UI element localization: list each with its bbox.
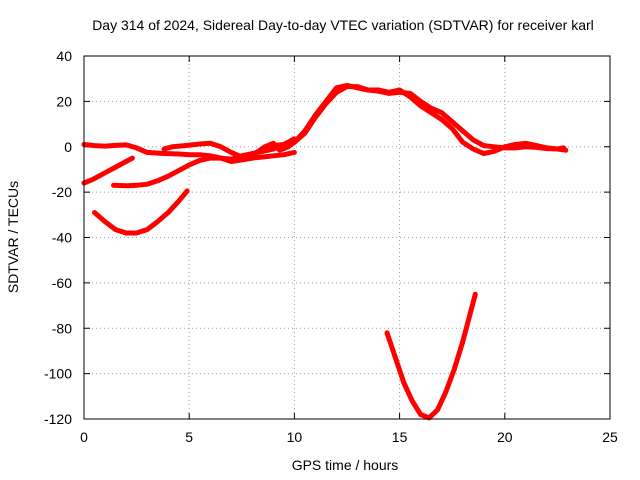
series-line-track-8: [384, 291, 478, 421]
series-line-track-6: [291, 83, 567, 157]
y-tick-label: -20: [52, 184, 72, 200]
plot-frame: [83, 55, 611, 420]
x-tick-label: 0: [80, 429, 88, 445]
x-tick-label: 20: [497, 429, 513, 445]
x-axis-ticks: 0 5 10 15 20 25: [80, 56, 618, 445]
x-tick-label: 25: [602, 429, 618, 445]
data-series: [81, 83, 569, 421]
chart-title: Day 314 of 2024, Sidereal Day-to-day VTE…: [92, 17, 594, 33]
x-tick-label: 15: [392, 429, 408, 445]
series-line-track-2: [81, 155, 135, 186]
series-line-track-7: [256, 139, 297, 154]
x-axis-label: GPS time / hours: [292, 457, 399, 473]
y-tick-label: -60: [52, 275, 72, 291]
y-tick-label: -80: [52, 320, 72, 336]
series-line-track-1: [81, 142, 297, 164]
y-axis-label: SDTVAR / TECUs: [5, 181, 21, 293]
series-line-track-4: [92, 188, 190, 236]
x-tick-label: 5: [185, 429, 193, 445]
y-tick-label: 20: [56, 93, 72, 109]
y-tick-label: 0: [64, 139, 72, 155]
x-tick-label: 10: [287, 429, 303, 445]
y-tick-label: -100: [44, 366, 72, 382]
y-tick-label: -40: [52, 230, 72, 246]
y-axis-ticks: -120 -100 -80 -60 -40 -20 0 20 40: [44, 48, 610, 427]
y-tick-label: -120: [44, 411, 72, 427]
y-tick-label: 40: [56, 48, 72, 64]
grid-lines: [84, 56, 610, 419]
